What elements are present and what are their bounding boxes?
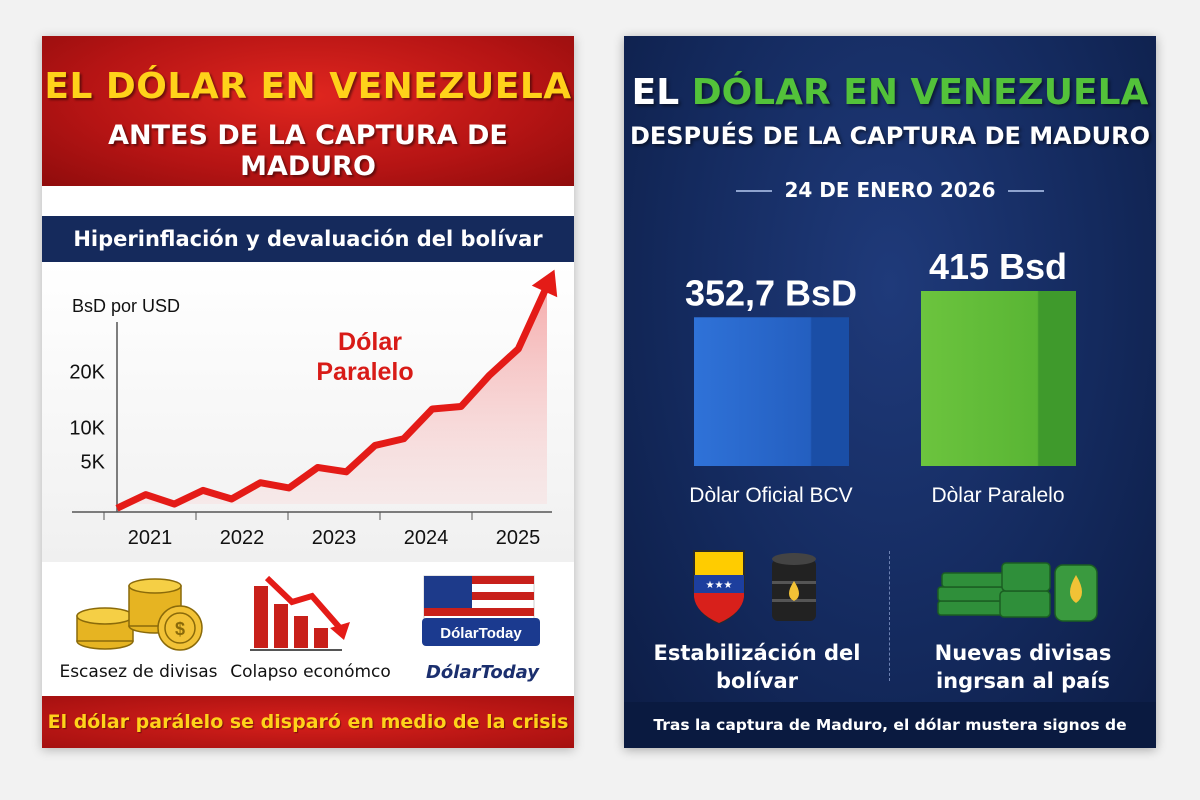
left-subtitle-bar: Hiperinflación y devaluación del bolívar bbox=[42, 216, 574, 262]
right-icons-row: ★★★ Estabilizáción del bolívar Nuevas di… bbox=[624, 541, 1156, 701]
left-title: EL DÓLAR EN VENEZUELA bbox=[44, 66, 572, 107]
bar-value-label: 352,7 BsD bbox=[685, 272, 857, 313]
svg-text:★★★: ★★★ bbox=[706, 580, 733, 591]
dolartoday-badge-text: DólarToday bbox=[440, 625, 522, 642]
left-icons-row: $ Escasez de divisas Colapso económco bbox=[42, 566, 574, 706]
icon-col-new-currency: Nuevas divisas ingrsan al país bbox=[890, 541, 1156, 701]
x-tick-label: 2023 bbox=[312, 527, 357, 549]
date-line-right bbox=[1008, 190, 1044, 192]
icon-col-collapse: Colapso económco bbox=[222, 566, 399, 696]
money-stacks-oil-icon bbox=[937, 562, 1098, 622]
trend-arrow-head bbox=[531, 269, 558, 298]
right-title: EL DÓLAR EN VENEZUELA bbox=[624, 72, 1156, 113]
venezuela-shield-oil-icon: ★★★ bbox=[693, 550, 816, 625]
x-tick-label: 2021 bbox=[128, 527, 173, 549]
icons-divider bbox=[889, 551, 890, 681]
icon-label-dolartoday: DólarToday bbox=[425, 662, 540, 683]
y-tick-label: 10K bbox=[69, 418, 105, 440]
y-tick-label: 20K bbox=[69, 362, 105, 384]
date-label: 24 DE ENERO 2026 bbox=[784, 178, 996, 202]
right-infographic-panel: EL DÓLAR EN VENEZUELA DESPUÉS DE LA CAPT… bbox=[624, 36, 1156, 748]
header-spacer bbox=[42, 186, 574, 216]
bar-category-label: Dòlar Oficial BCV bbox=[689, 484, 852, 507]
x-tick-label: 2022 bbox=[220, 527, 265, 549]
bar-value-label: 415 Bsd bbox=[929, 246, 1067, 287]
icon-col-scarcity: $ Escasez de divisas bbox=[50, 566, 227, 696]
stabilization-label-1: Estabilizáción del bbox=[653, 641, 861, 665]
bar-official-bcv bbox=[694, 317, 849, 466]
stabilization-label-2: bolívar bbox=[715, 669, 799, 693]
y-tick-label: 5K bbox=[81, 452, 106, 474]
line-annotation-1: Dólar bbox=[338, 328, 402, 356]
icon-label-collapse: Colapso económco bbox=[230, 662, 391, 682]
new-currency-label-2: ingrsan al país bbox=[935, 669, 1111, 693]
falling-chart-icon bbox=[250, 575, 350, 651]
bars: 352,7 BsD Dòlar Oficial BCV 415 Bsd Dòlar P… bbox=[685, 246, 1076, 507]
x-tick-label: 2024 bbox=[404, 527, 449, 549]
svg-text:$: $ bbox=[175, 619, 185, 639]
x-ticks: 2021 2022 2023 2024 2025 bbox=[103, 512, 541, 549]
x-tick-label: 2025 bbox=[496, 527, 541, 549]
line-annotation-2: Paralelo bbox=[316, 358, 413, 386]
parallel-dollar-line bbox=[115, 284, 551, 512]
right-title-prefix: EL bbox=[631, 72, 692, 113]
left-header: EL DÓLAR EN VENEZUELA ANTES DE LA CAPTUR… bbox=[42, 36, 574, 186]
icon-col-stabilization: ★★★ Estabilizáción del bolívar bbox=[624, 541, 890, 701]
right-footer: Tras la captura de Maduro, el dólar must… bbox=[624, 702, 1156, 748]
area-fill bbox=[117, 286, 547, 509]
y-ticks: 5K 10K 20K bbox=[69, 362, 105, 474]
bar-parallel bbox=[921, 291, 1076, 466]
date-row: 24 DE ENERO 2026 bbox=[624, 176, 1156, 206]
left-footer: El dólar parálelo se disparó en medio de… bbox=[42, 696, 574, 748]
dolartoday-flag-icon: DólarToday bbox=[422, 575, 540, 646]
right-subtitle-heading: DESPUÉS DE LA CAPTURA DE MADURO bbox=[629, 122, 1151, 150]
icon-col-dolartoday: DólarToday DólarToday bbox=[394, 566, 571, 696]
right-title-highlight: DÓLAR EN VENEZUELA bbox=[691, 72, 1149, 113]
y-axis-label: BsD por USD bbox=[72, 296, 180, 316]
date-line-left bbox=[736, 190, 772, 192]
new-currency-label-1: Nuevas divisas bbox=[934, 641, 1112, 665]
left-subtitle-heading: ANTES DE LA CAPTURA DE MADURO bbox=[108, 120, 508, 182]
exchange-rate-bar-chart: 352,7 BsD Dòlar Oficial BCV 415 Bsd Dòlar P… bbox=[685, 246, 1076, 507]
gold-coins-icon: $ bbox=[76, 578, 203, 651]
left-infographic-panel: EL DÓLAR EN VENEZUELA ANTES DE LA CAPTUR… bbox=[42, 36, 574, 748]
icon-label-scarcity: Escasez de divisas bbox=[59, 662, 218, 682]
bar-category-label: Dòlar Paralelo bbox=[931, 484, 1064, 507]
